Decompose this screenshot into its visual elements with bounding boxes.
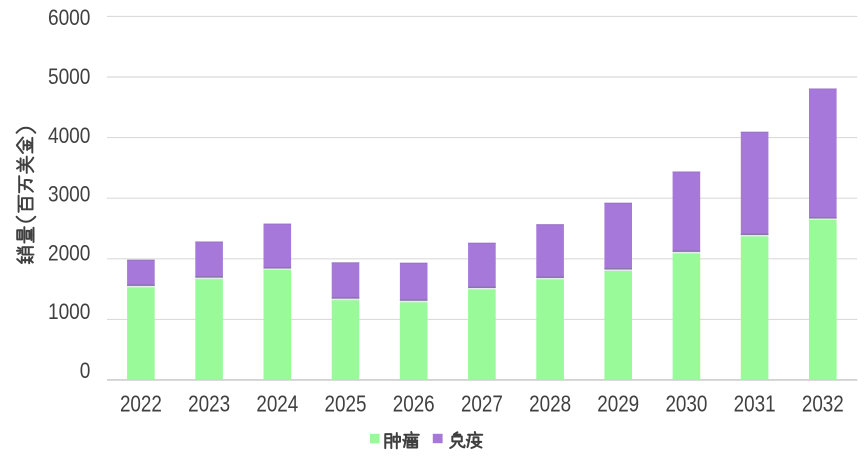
svg-text:0: 0 <box>80 359 91 383</box>
svg-text:2032: 2032 <box>802 392 844 417</box>
svg-text:2030: 2030 <box>665 392 707 417</box>
svg-text:2028: 2028 <box>529 392 571 417</box>
svg-text:2026: 2026 <box>393 392 435 417</box>
svg-text:1000: 1000 <box>48 300 90 324</box>
svg-text:2029: 2029 <box>597 392 639 417</box>
svg-text:3000: 3000 <box>48 182 90 206</box>
svg-text:6000: 6000 <box>48 6 90 30</box>
svg-text:2025: 2025 <box>325 392 367 417</box>
svg-text:5000: 5000 <box>48 65 90 89</box>
svg-text:2022: 2022 <box>120 392 162 417</box>
svg-text:2024: 2024 <box>256 392 298 417</box>
svg-text:2027: 2027 <box>461 392 503 417</box>
svg-text:2000: 2000 <box>48 241 90 265</box>
svg-text:2031: 2031 <box>734 392 776 417</box>
svg-text:2023: 2023 <box>188 392 230 417</box>
svg-text:4000: 4000 <box>48 124 90 148</box>
